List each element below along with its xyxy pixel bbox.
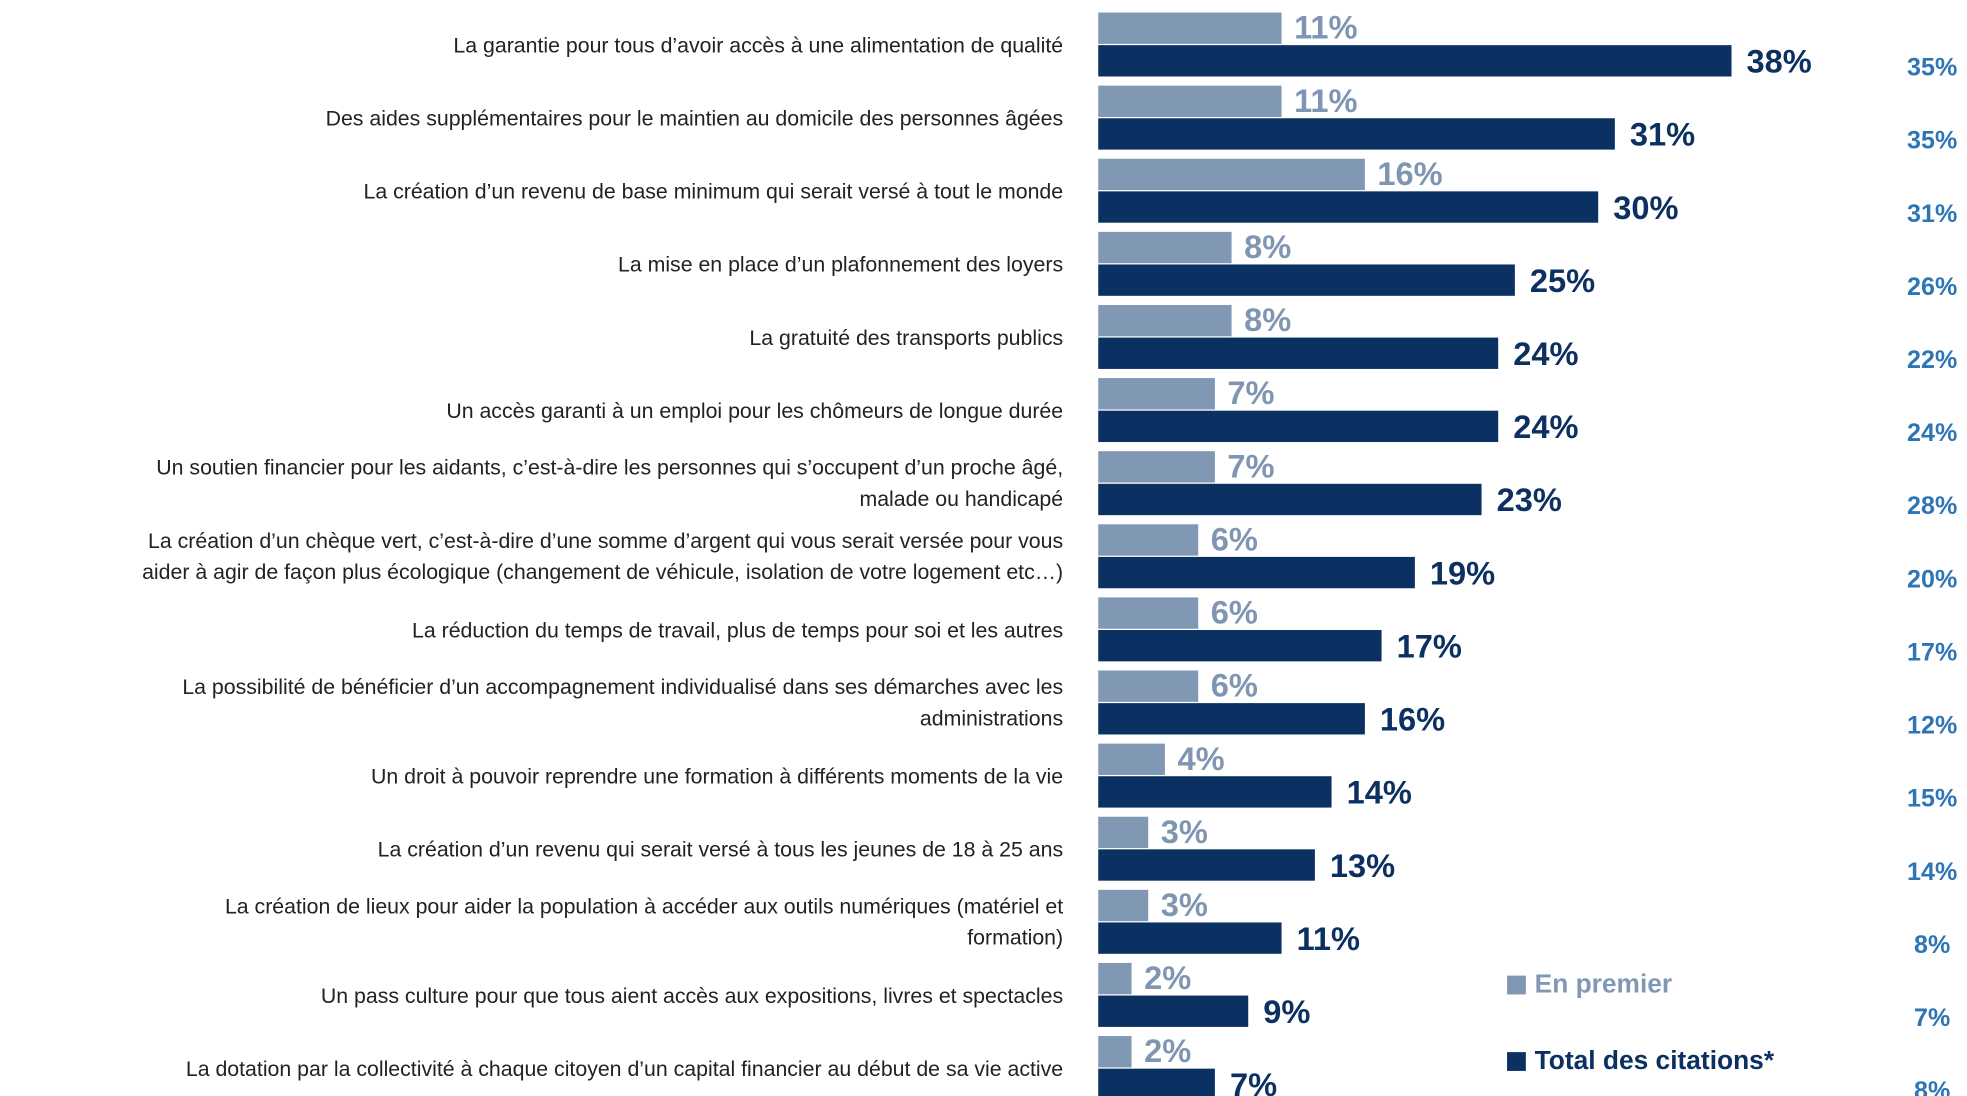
category-label: La dotation par la collectivité à chaque… <box>186 1057 1063 1081</box>
value-label: 31% <box>1630 116 1695 153</box>
value-label: 3% <box>1161 813 1208 850</box>
value-label: 16% <box>1377 155 1442 192</box>
bar <box>1098 743 1165 775</box>
value-label: 24% <box>1513 408 1578 445</box>
category-label: Des aides supplémentaires pour le mainti… <box>326 106 1064 130</box>
comparison-label: 8% <box>1914 1077 1950 1096</box>
bar <box>1098 410 1499 443</box>
value-label: 6% <box>1211 594 1258 631</box>
value-label: 8% <box>1244 228 1291 265</box>
comparison-label: 24% <box>1907 419 1957 447</box>
value-label: 13% <box>1330 847 1395 884</box>
bar <box>1098 962 1132 995</box>
category-label: La gratuité des transports publics <box>749 325 1063 349</box>
category-label: Un accès garanti à un emploi pour les ch… <box>446 399 1063 423</box>
bar <box>1098 703 1365 735</box>
value-label: 30% <box>1613 189 1678 226</box>
value-label: 11% <box>1294 82 1357 119</box>
value-label: 6% <box>1211 667 1258 704</box>
value-label: 2% <box>1144 1032 1191 1069</box>
comparison-label: 7% <box>1914 1004 1950 1032</box>
value-label: 6% <box>1211 520 1258 557</box>
category-label: La réduction du temps de travail, plus d… <box>412 618 1063 642</box>
comparison-label: 8% <box>1914 931 1950 959</box>
comparison-label: 12% <box>1907 712 1957 740</box>
comparison-label: 20% <box>1907 565 1957 593</box>
bar <box>1098 1036 1132 1068</box>
value-label: 7% <box>1227 447 1274 484</box>
value-label: 2% <box>1144 959 1191 996</box>
value-label: 7% <box>1227 374 1274 411</box>
bar <box>1098 524 1199 556</box>
value-label: 24% <box>1513 335 1578 372</box>
bar <box>1098 597 1199 629</box>
legend-swatch <box>1507 1052 1526 1071</box>
bar <box>1098 670 1199 702</box>
category-label: La mise en place d’un plafonnement des l… <box>618 252 1063 276</box>
bar <box>1098 630 1382 662</box>
comparison-label: 14% <box>1907 858 1957 886</box>
bar <box>1098 85 1282 117</box>
legend-swatch <box>1507 975 1526 995</box>
value-label: 4% <box>1177 740 1224 777</box>
legend-label: Total des citations* <box>1535 1045 1775 1075</box>
value-label: 19% <box>1430 554 1495 591</box>
category-label: Un droit à pouvoir reprendre une formati… <box>371 764 1063 788</box>
bar <box>1098 378 1215 410</box>
bar <box>1098 776 1332 808</box>
bar <box>1098 264 1515 296</box>
value-label: 8% <box>1244 301 1291 338</box>
category-label: La création de lieux pour aider la popul… <box>225 894 1063 949</box>
value-label: 7% <box>1230 1066 1277 1096</box>
bar <box>1098 45 1732 77</box>
bar <box>1098 337 1499 369</box>
bar <box>1098 12 1282 44</box>
bar <box>1098 816 1149 849</box>
category-label: La création d’un revenu de base minimum … <box>363 179 1063 203</box>
comparison-label: 26% <box>1907 273 1957 301</box>
value-label: 16% <box>1380 701 1445 738</box>
value-label: 17% <box>1397 627 1462 664</box>
bar <box>1098 556 1415 589</box>
bar <box>1098 158 1365 191</box>
category-label: La création d’un revenu qui serait versé… <box>378 837 1064 861</box>
bar <box>1098 995 1249 1027</box>
bar <box>1098 304 1232 337</box>
comparison-label: 17% <box>1907 638 1957 666</box>
category-label: La création d’un chèque vert, c’est-à-di… <box>142 528 1063 583</box>
bar <box>1098 483 1482 516</box>
comparison-label: 31% <box>1907 200 1957 228</box>
bar <box>1098 451 1215 483</box>
category-label: La possibilité de bénéficier d’un accomp… <box>182 675 1063 730</box>
comparison-label: 22% <box>1907 346 1957 374</box>
bar <box>1098 231 1232 264</box>
value-label: 25% <box>1530 262 1595 299</box>
value-label: 23% <box>1497 481 1562 518</box>
legend-label: En premier <box>1535 969 1673 999</box>
value-label: 3% <box>1161 886 1208 923</box>
comparison-label: 35% <box>1907 54 1957 82</box>
bar <box>1098 849 1315 881</box>
category-label: Un soutien financier pour les aidants, c… <box>156 455 1063 510</box>
category-label: Un pass culture pour que tous aient accè… <box>321 983 1063 1007</box>
value-label: 9% <box>1263 993 1310 1030</box>
category-label: La garantie pour tous d’avoir accès à un… <box>453 33 1063 57</box>
comparison-label: 35% <box>1907 127 1957 155</box>
value-label: 11% <box>1297 920 1360 957</box>
value-label: 14% <box>1347 774 1412 811</box>
value-label: 38% <box>1747 43 1812 80</box>
value-label: 11% <box>1294 9 1357 46</box>
bar <box>1098 118 1615 150</box>
bar <box>1098 191 1599 223</box>
comparison-label: 15% <box>1907 785 1957 813</box>
bar <box>1098 1068 1215 1096</box>
bar <box>1098 922 1282 954</box>
bar <box>1098 889 1149 922</box>
comparison-label: 28% <box>1907 492 1957 520</box>
